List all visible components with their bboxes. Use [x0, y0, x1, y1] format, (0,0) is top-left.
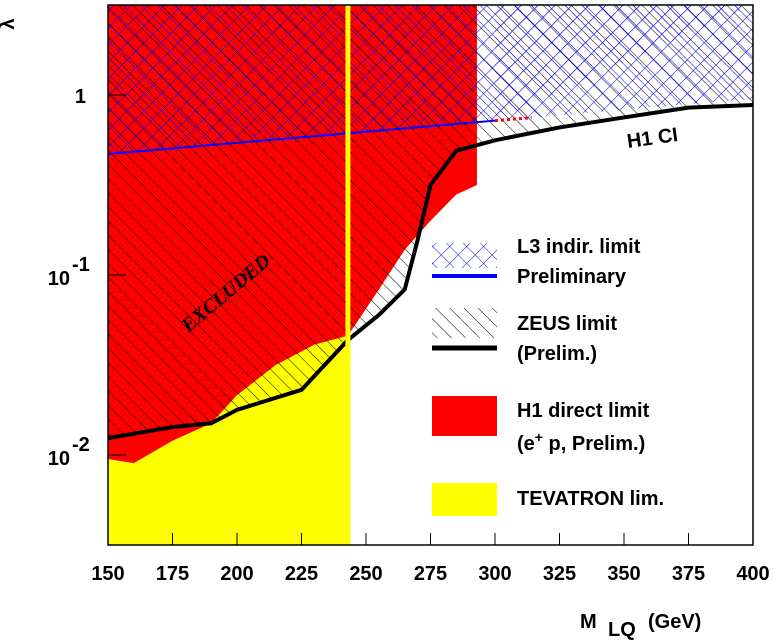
x-axis-sub: LQ [608, 619, 636, 641]
x-tick-label: 325 [543, 563, 576, 585]
x-tick-label: 250 [349, 563, 382, 585]
legend-zeus-sub: (Prelim.) [517, 343, 597, 365]
legend-l3: L3 indir. limit [517, 236, 641, 258]
y-tick-label: 1 [75, 86, 86, 108]
x-axis-unit: (GeV) [648, 611, 701, 633]
y-tick-exponent: -2 [72, 434, 90, 456]
x-tick-label: 375 [672, 563, 705, 585]
x-tick-label: 350 [607, 563, 640, 585]
y-axis-label: λ [0, 18, 19, 29]
legend-h1-sub: (e+ p, Prelim.) [517, 429, 645, 455]
y-tick-exponent: -1 [72, 254, 90, 276]
legend-zeus-swatch [432, 308, 497, 338]
x-tick-label: 150 [91, 563, 124, 585]
legend-h1-sub-part: + [535, 429, 543, 445]
legend-l3-swatch [432, 243, 497, 268]
ci-region [495, 5, 753, 121]
x-tick-label: 400 [736, 563, 769, 585]
zeus-line [108, 102, 753, 441]
x-tick-label: 300 [478, 563, 511, 585]
legend-l3-sub: Preliminary [517, 266, 627, 288]
x-tick-label: 275 [414, 563, 447, 585]
legend-h1-sub-part: (e [517, 433, 535, 455]
y-tick-label: 10 [48, 448, 70, 470]
y-tick-label: 10 [48, 268, 70, 290]
x-tick-label: 225 [285, 563, 318, 585]
legend-tevatron: TEVATRON lim. [517, 488, 664, 510]
legend-h1-swatch [432, 396, 497, 436]
x-tick-label: 175 [156, 563, 189, 585]
legend-h1-sub-part: p, Prelim.) [543, 433, 645, 455]
x-axis-label: M [580, 611, 597, 633]
l3-line [108, 119, 496, 155]
legend-h1: H1 direct limit [517, 400, 650, 422]
ci-label: H1 CI [626, 124, 680, 153]
legend-zeus: ZEUS limit [517, 313, 617, 335]
x-tick-label: 200 [220, 563, 253, 585]
legend-tevatron-swatch [432, 483, 497, 516]
